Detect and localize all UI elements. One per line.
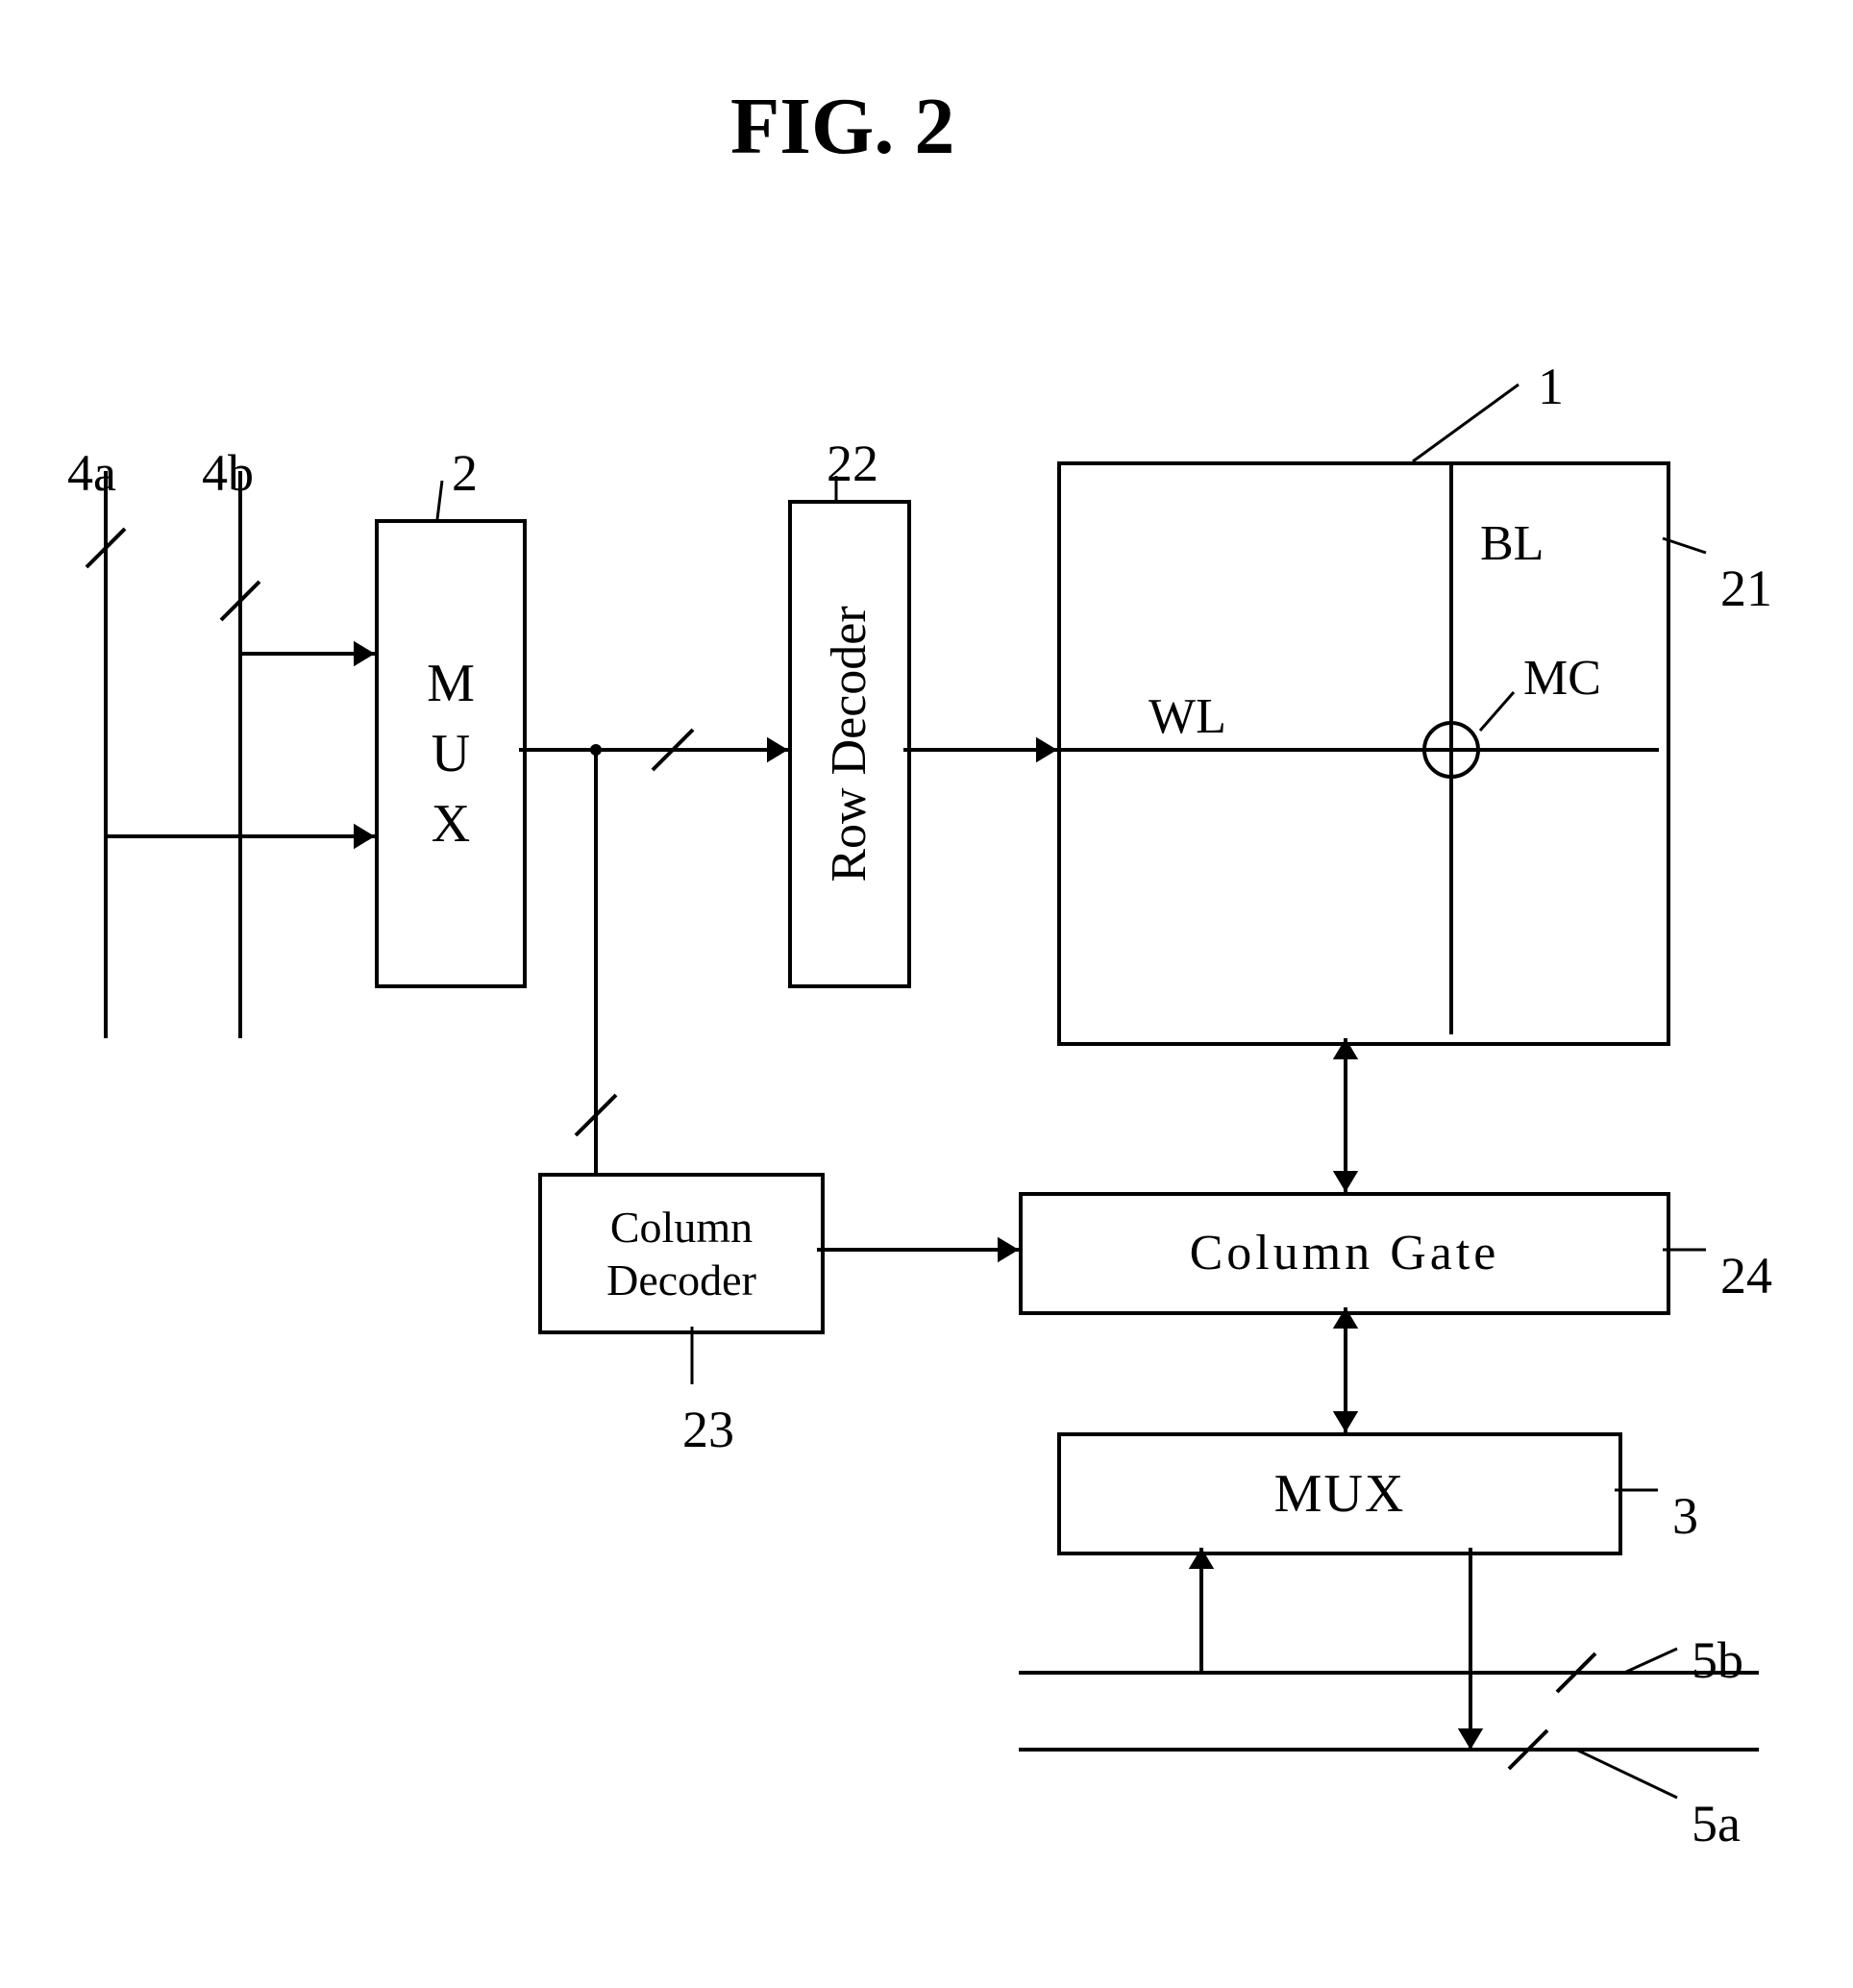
diagram-wires: [0, 0, 1853, 1988]
diagram-stage: FIG. 2 M U X Row Decoder Column Decoder …: [0, 0, 1853, 1988]
